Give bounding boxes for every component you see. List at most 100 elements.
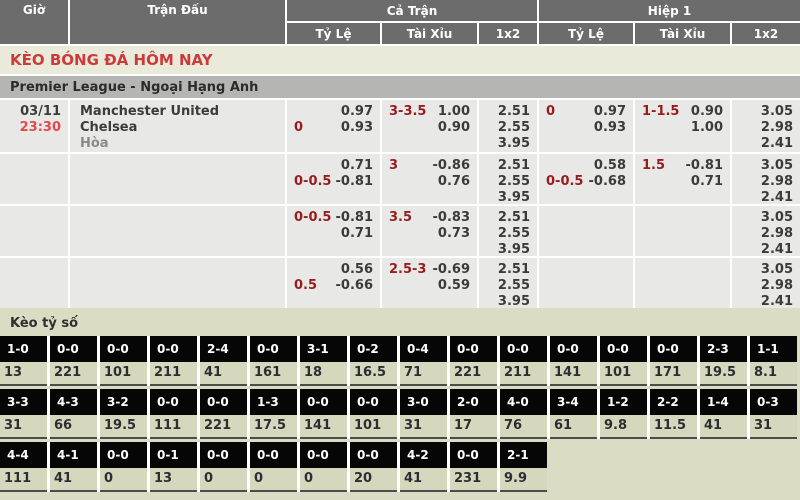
odds-value[interactable]: 2.98 — [760, 226, 793, 241]
odds-value[interactable]: 2.41 — [760, 136, 793, 151]
score-option[interactable]: 4-1 41 — [50, 442, 97, 492]
score-option[interactable]: 3-4 61 — [550, 389, 597, 439]
score-option[interactable]: 1-2 9.8 — [600, 389, 647, 439]
odds-value[interactable]: 0.97 — [340, 104, 373, 119]
odds-value[interactable]: -0.68 — [588, 174, 626, 189]
ft-overunder-cell[interactable]: 2.5-3 -0.69 0.59 — [382, 258, 477, 308]
odds-value[interactable]: 0.58 — [593, 158, 626, 173]
score-option[interactable]: 0-0 141 — [300, 389, 347, 439]
odds-value[interactable]: 2.51 — [497, 158, 530, 173]
odds-value[interactable]: 2.51 — [497, 104, 530, 119]
score-option[interactable]: 2-0 17 — [450, 389, 497, 439]
h1-overunder-cell[interactable]: 1-1.5 0.90 1.00 — [635, 100, 730, 152]
ft-handicap-cell[interactable]: 0.56 0.5 -0.66 — [287, 258, 380, 308]
odds-value[interactable]: 2.98 — [760, 120, 793, 135]
score-option[interactable]: 0-0 0 — [100, 442, 147, 492]
score-option[interactable]: 0-0 101 — [600, 336, 647, 386]
odds-value[interactable]: 0.59 — [437, 278, 470, 293]
odds-value[interactable]: 2.98 — [760, 174, 793, 189]
odds-value[interactable]: 0.71 — [690, 174, 723, 189]
score-option[interactable]: 2-2 11.5 — [650, 389, 697, 439]
score-option[interactable]: 0-0 0 — [200, 442, 247, 492]
odds-value[interactable]: 3.95 — [497, 294, 530, 308]
odds-value[interactable]: -0.81 — [335, 174, 373, 189]
odds-value[interactable]: 0.97 — [593, 104, 626, 119]
score-option[interactable]: 0-0 0 — [300, 442, 347, 492]
score-option[interactable]: 1-1 8.1 — [750, 336, 797, 386]
ft-overunder-cell[interactable]: 3-3.5 1.00 0.90 — [382, 100, 477, 152]
score-option[interactable]: 0-0 161 — [250, 336, 297, 386]
odds-value[interactable]: 0.71 — [340, 158, 373, 173]
score-option[interactable]: 0-0 101 — [350, 389, 397, 439]
score-option[interactable]: 0-3 31 — [750, 389, 797, 439]
score-option[interactable]: 0-4 71 — [400, 336, 447, 386]
score-option[interactable]: 0-1 13 — [150, 442, 197, 492]
score-option[interactable]: 0-0 141 — [550, 336, 597, 386]
odds-value[interactable]: 2.55 — [497, 120, 530, 135]
odds-value[interactable]: 2.55 — [497, 174, 530, 189]
odds-value[interactable]: 2.55 — [497, 278, 530, 293]
odds-value[interactable]: -0.81 — [335, 210, 373, 225]
ft-1x2-cell[interactable]: 2.51 2.55 3.95 — [479, 206, 537, 256]
odds-value[interactable]: -0.86 — [432, 158, 470, 173]
odds-value[interactable]: 0.93 — [340, 120, 373, 135]
odds-value[interactable]: 2.41 — [760, 294, 793, 308]
h1-1x2-cell[interactable]: 3.05 2.98 2.41 — [732, 206, 800, 256]
odds-value[interactable]: 3.05 — [760, 262, 793, 277]
odds-value[interactable]: -0.66 — [335, 278, 373, 293]
score-option[interactable]: 1-3 17.5 — [250, 389, 297, 439]
score-option[interactable]: 2-3 19.5 — [700, 336, 747, 386]
score-option[interactable]: 0-0 101 — [100, 336, 147, 386]
odds-value[interactable]: 2.98 — [760, 278, 793, 293]
h1-handicap-cell[interactable]: 0 0.97 0.93 — [539, 100, 633, 152]
score-option[interactable]: 4-0 76 — [500, 389, 547, 439]
odds-value[interactable]: 2.51 — [497, 210, 530, 225]
score-option[interactable]: 0-0 0 — [250, 442, 297, 492]
odds-value[interactable]: 2.51 — [497, 262, 530, 277]
h1-overunder-cell[interactable] — [635, 206, 730, 256]
score-option[interactable]: 0-2 16.5 — [350, 336, 397, 386]
score-option[interactable]: 3-1 18 — [300, 336, 347, 386]
odds-value[interactable]: 2.41 — [760, 242, 793, 256]
odds-value[interactable]: 0.90 — [690, 104, 723, 119]
score-option[interactable]: 3-3 31 — [0, 389, 47, 439]
ft-1x2-cell[interactable]: 2.51 2.55 3.95 — [479, 100, 537, 152]
odds-value[interactable]: 0.93 — [593, 120, 626, 135]
odds-value[interactable]: 1.00 — [690, 120, 723, 135]
odds-value[interactable]: 0.90 — [437, 120, 470, 135]
odds-value[interactable]: 3.05 — [760, 158, 793, 173]
ft-overunder-cell[interactable]: 3.5 -0.83 0.73 — [382, 206, 477, 256]
ft-handicap-cell[interactable]: 0-0.5 -0.81 0.71 — [287, 206, 380, 256]
h1-1x2-cell[interactable]: 3.05 2.98 2.41 — [732, 258, 800, 308]
odds-value[interactable]: -0.81 — [685, 158, 723, 173]
score-option[interactable]: 0-0 221 — [450, 336, 497, 386]
score-option[interactable]: 3-0 31 — [400, 389, 447, 439]
odds-value[interactable]: 0.56 — [340, 262, 373, 277]
score-option[interactable]: 0-0 231 — [450, 442, 497, 492]
h1-1x2-cell[interactable]: 3.05 2.98 2.41 — [732, 154, 800, 204]
league-title[interactable]: Premier League - Ngoại Hạng Anh — [0, 74, 800, 100]
h1-overunder-cell[interactable] — [635, 258, 730, 308]
score-option[interactable]: 4-3 66 — [50, 389, 97, 439]
ft-overunder-cell[interactable]: 3 -0.86 0.76 — [382, 154, 477, 204]
ft-1x2-cell[interactable]: 2.51 2.55 3.95 — [479, 258, 537, 308]
odds-value[interactable]: -0.69 — [432, 262, 470, 277]
odds-value[interactable]: 2.41 — [760, 190, 793, 204]
h1-1x2-cell[interactable]: 3.05 2.98 2.41 — [732, 100, 800, 152]
h1-handicap-cell[interactable]: 0.58 0-0.5 -0.68 — [539, 154, 633, 204]
score-option[interactable]: 0-0 221 — [200, 389, 247, 439]
odds-value[interactable]: 3.05 — [760, 210, 793, 225]
ft-handicap-cell[interactable]: 0.97 0 0.93 — [287, 100, 380, 152]
odds-value[interactable]: -0.83 — [432, 210, 470, 225]
score-option[interactable]: 4-2 41 — [400, 442, 447, 492]
score-option[interactable]: 0-0 211 — [150, 336, 197, 386]
score-option[interactable]: 2-4 41 — [200, 336, 247, 386]
score-option[interactable]: 0-0 111 — [150, 389, 197, 439]
h1-overunder-cell[interactable]: 1.5 -0.81 0.71 — [635, 154, 730, 204]
ft-handicap-cell[interactable]: 0.71 0-0.5 -0.81 — [287, 154, 380, 204]
score-option[interactable]: 1-4 41 — [700, 389, 747, 439]
odds-value[interactable]: 3.95 — [497, 190, 530, 204]
odds-value[interactable]: 0.73 — [437, 226, 470, 241]
odds-value[interactable]: 3.95 — [497, 136, 530, 151]
score-option[interactable]: 1-0 13 — [0, 336, 47, 386]
